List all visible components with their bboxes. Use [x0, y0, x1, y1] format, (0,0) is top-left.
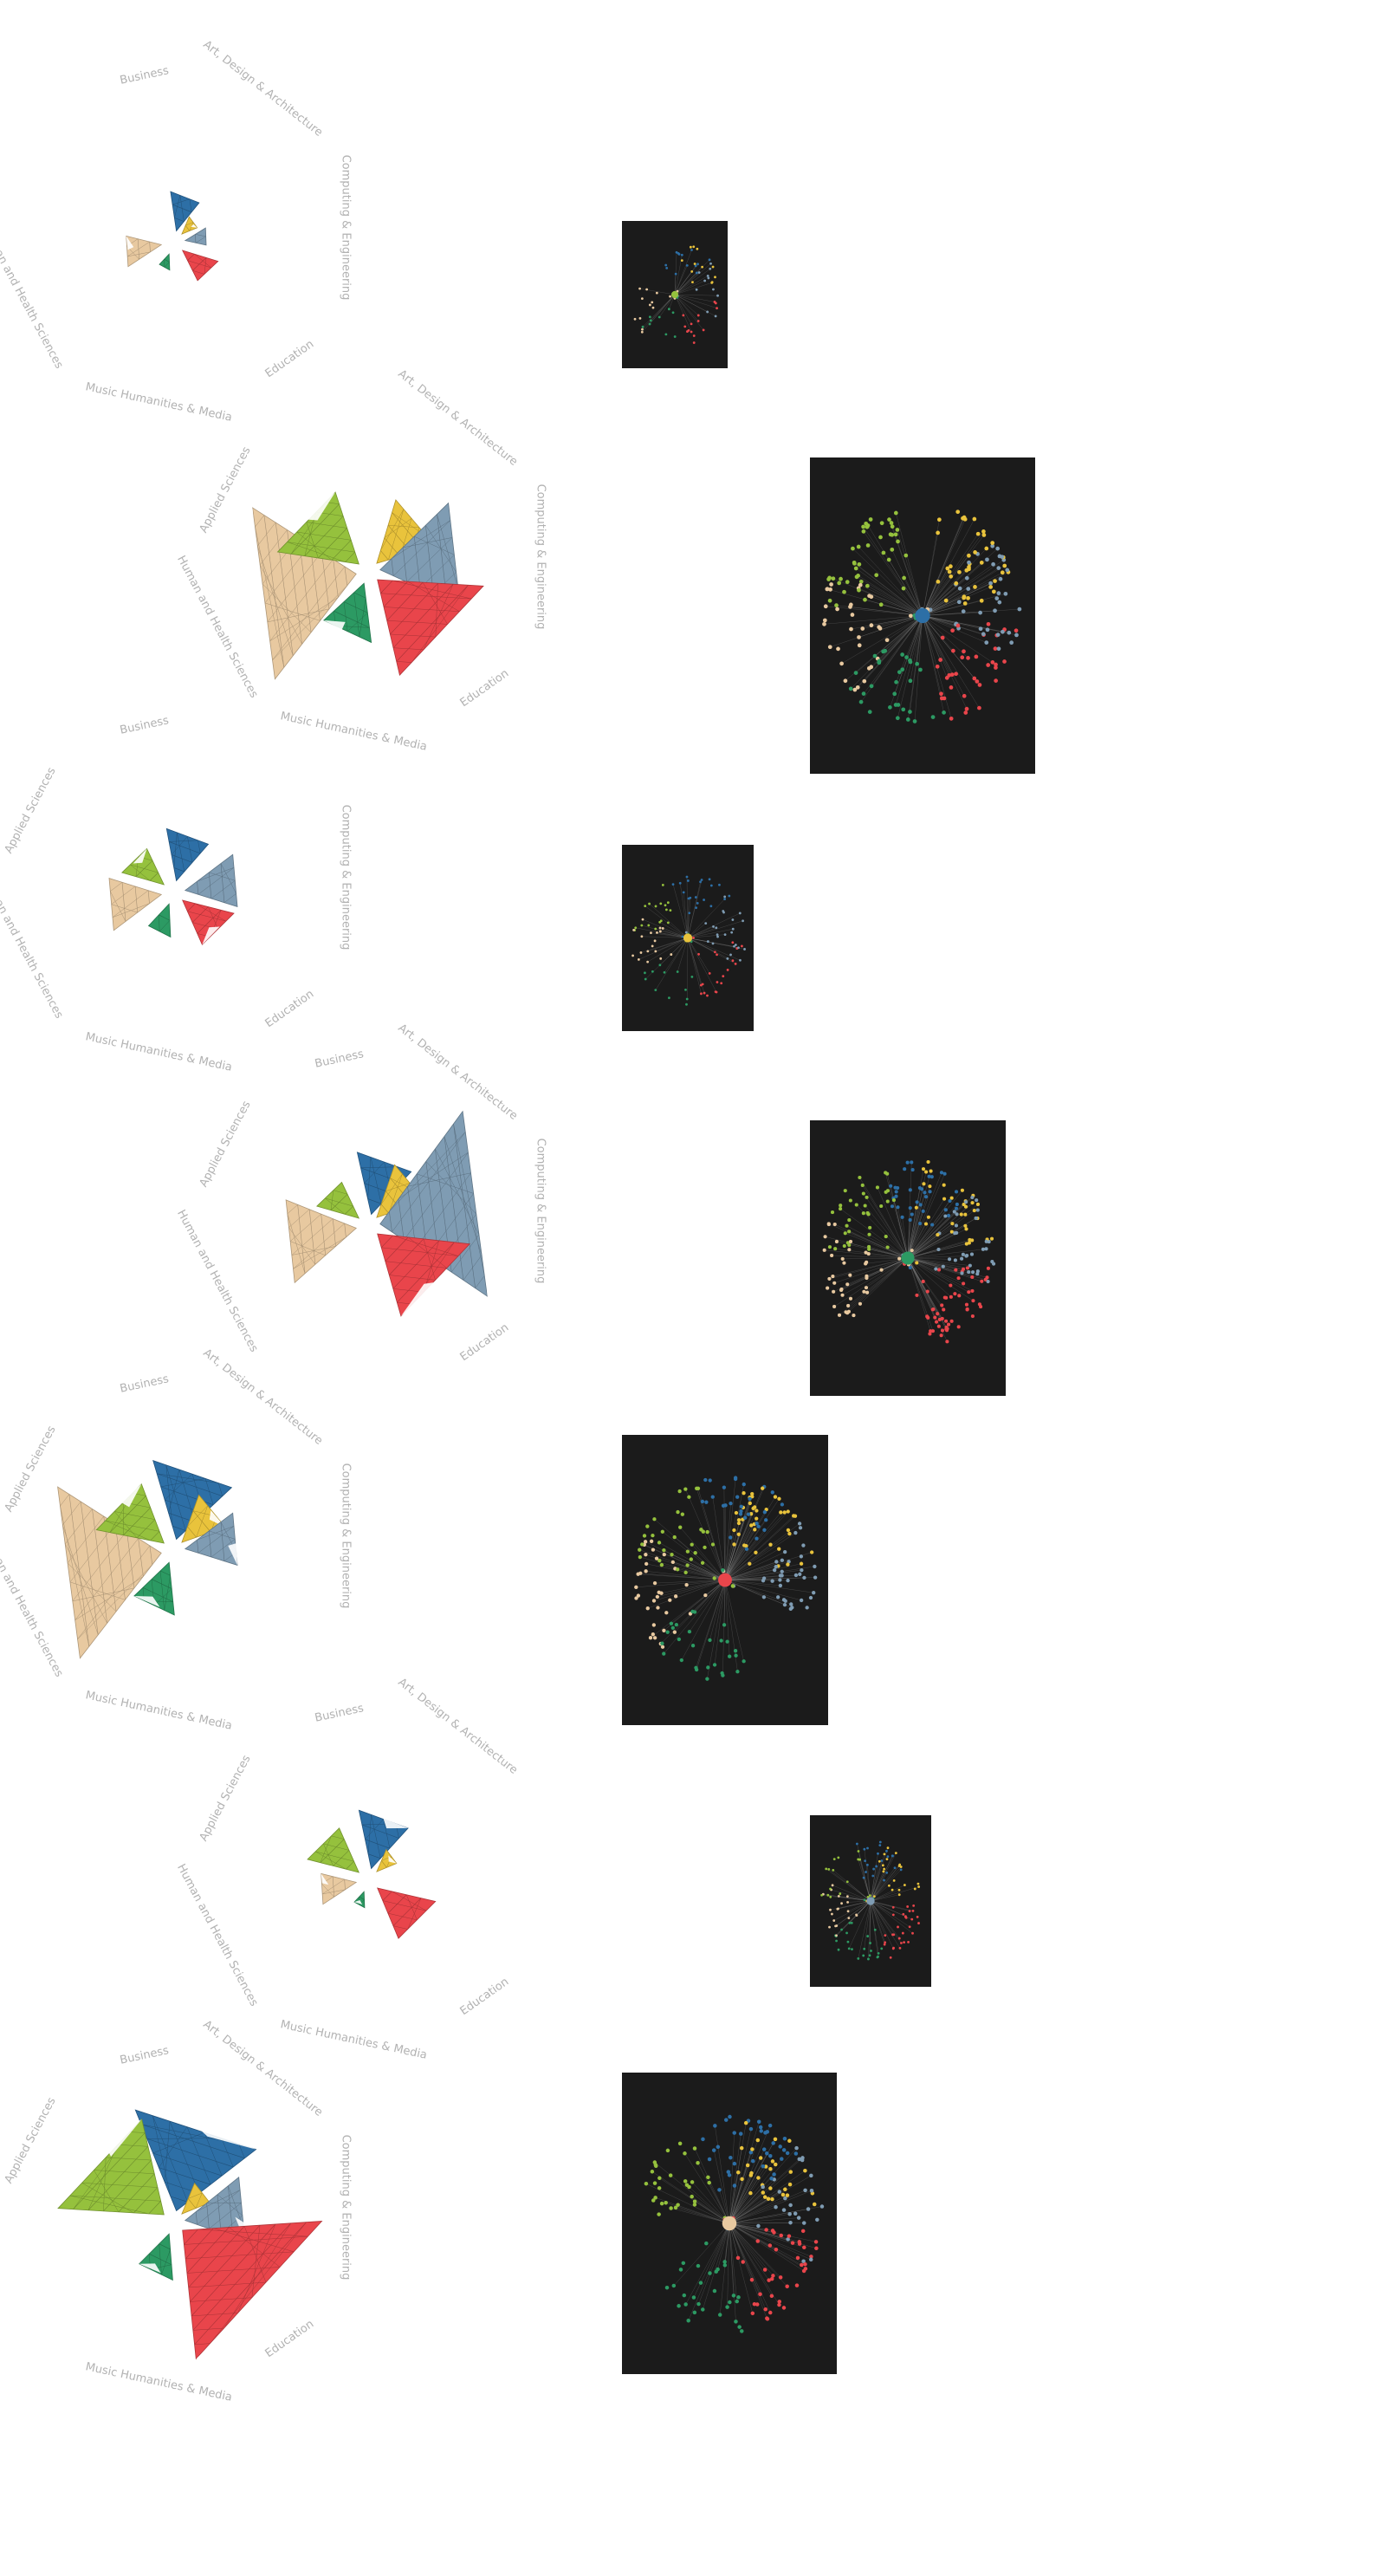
sector-art	[181, 2182, 210, 2215]
faculty-glyph-6	[178, 1690, 559, 2071]
sector-education	[377, 1887, 437, 1939]
network-hub	[915, 607, 930, 624]
sector-art	[376, 1848, 398, 1872]
sector-applied	[316, 1181, 360, 1219]
sector-education	[182, 899, 235, 945]
network-hub	[670, 290, 679, 299]
sector-applied	[57, 2118, 165, 2216]
faculty-glyph-7	[0, 2032, 364, 2413]
sector-computing	[184, 227, 207, 246]
sector-applied	[276, 491, 359, 565]
sector-human	[108, 878, 163, 931]
sector-human	[321, 1872, 358, 1905]
sector-computing	[184, 1512, 238, 1566]
faculty-glyph-4	[178, 1035, 559, 1417]
sector-art	[181, 216, 198, 235]
network-hub	[683, 933, 693, 943]
label-computing: Computing & Engineering	[339, 1463, 353, 1609]
sector-education	[377, 1233, 471, 1317]
network-edges	[636, 1478, 816, 1679]
sector-human	[285, 1199, 357, 1284]
network-panel-1	[622, 221, 728, 368]
network-hub	[901, 1251, 915, 1265]
faculty-glyph-3	[0, 702, 364, 1083]
faculty-glyph-5	[0, 1360, 364, 1742]
label-computing: Computing & Engineering	[534, 483, 547, 630]
sector-human	[126, 235, 163, 268]
sector-music	[159, 253, 171, 271]
sector-business	[170, 191, 200, 232]
network-panel-6	[810, 1815, 931, 1987]
network-edges	[824, 1162, 988, 1342]
network-hub	[722, 2216, 737, 2231]
network-panel-5	[622, 1435, 828, 1725]
sector-music	[353, 1891, 366, 1909]
network-nodes	[822, 1160, 996, 1344]
network-hub	[718, 1573, 732, 1587]
sector-business	[134, 2109, 257, 2212]
label-computing: Computing & Engineering	[339, 154, 353, 301]
sector-education	[182, 2221, 323, 2360]
network-nodes	[634, 1476, 818, 1681]
network-panel-4	[810, 1120, 1006, 1396]
sector-music	[139, 2233, 173, 2281]
network-panel-2	[810, 457, 1035, 774]
network-nodes	[822, 509, 1022, 723]
sector-applied	[121, 847, 165, 886]
sector-music	[323, 582, 372, 644]
sector-music	[147, 903, 172, 938]
sector-education	[377, 579, 484, 677]
faculty-glyph-1	[0, 52, 364, 433]
label-computing: Computing & Engineering	[339, 804, 353, 951]
label-computing: Computing & Engineering	[534, 1138, 547, 1284]
faculty-glyph-2	[178, 381, 559, 762]
network-edges	[639, 250, 718, 333]
sector-business	[165, 827, 210, 882]
network-panel-7	[622, 2073, 837, 2374]
sector-music	[133, 1561, 175, 1616]
network-panel-3	[622, 845, 754, 1031]
sector-computing	[184, 853, 238, 907]
label-computing: Computing & Engineering	[339, 2134, 353, 2281]
network-hub	[866, 1897, 875, 1905]
sector-education	[181, 250, 219, 282]
sector-applied	[307, 1827, 359, 1873]
network-edges	[635, 877, 745, 999]
sector-business	[358, 1809, 409, 1870]
sector-human	[57, 1486, 162, 1659]
sector-applied	[95, 1483, 165, 1544]
